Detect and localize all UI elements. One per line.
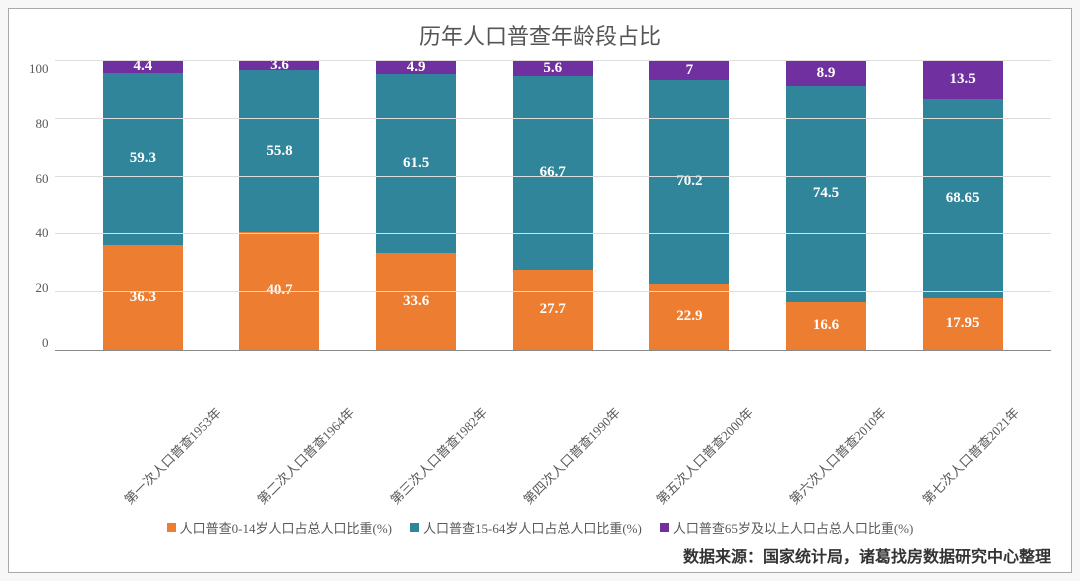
- bar-value-label: 7: [686, 62, 694, 79]
- bar-segment-age_15_64: 59.3: [103, 73, 183, 245]
- bar-segment-age_15_64: 70.2: [649, 80, 729, 284]
- bar-value-label: 8.9: [817, 65, 836, 82]
- plot-area: 4.459.336.33.655.840.74.961.533.65.666.7…: [55, 61, 1052, 351]
- bar-value-label: 55.8: [266, 143, 292, 160]
- bar-segment-age_0_14: 17.95: [923, 298, 1003, 350]
- bar-group: 4.459.336.3: [103, 60, 183, 350]
- bar-segment-age_15_64: 68.65: [923, 99, 1003, 298]
- x-axis-labels: 第一次人口普查1953年第二次人口普查1964年第三次人口普查1982年第四次人…: [29, 378, 1051, 508]
- bar-value-label: 68.65: [946, 190, 980, 207]
- y-tick: 100: [29, 61, 49, 77]
- bar-value-label: 13.5: [950, 71, 976, 88]
- bar-segment-age_0_14: 27.7: [513, 270, 593, 350]
- grid-line: [55, 233, 1052, 234]
- grid-line: [55, 291, 1052, 292]
- bar-value-label: 33.6: [403, 293, 429, 310]
- grid-line: [55, 118, 1052, 119]
- bar-group: 770.2 22.9: [649, 60, 729, 350]
- bar-group: 3.655.840.7: [239, 60, 319, 350]
- bar-segment-age_0_14: 16.6: [786, 302, 866, 350]
- bar-value-label: 17.95: [946, 315, 980, 332]
- y-tick: 0: [42, 335, 49, 351]
- bar-group: 8.9 74.5 16.6: [786, 60, 866, 350]
- bar-value-label: 4.9: [407, 59, 426, 76]
- bar-value-label: 59.3: [130, 150, 156, 167]
- bar-segment-age_15_64: 66.7: [513, 76, 593, 269]
- bar-value-label: 74.5: [813, 185, 839, 202]
- bar-value-label: 66.7: [540, 164, 566, 181]
- grid-line: [55, 176, 1052, 177]
- bar-segment-age_15_64: 55.8: [239, 70, 319, 232]
- y-tick: 40: [36, 225, 49, 241]
- bar-value-label: 22.9: [676, 308, 702, 325]
- bar-value-label: 16.6: [813, 317, 839, 334]
- y-tick: 20: [36, 280, 49, 296]
- bar-segment-age_15_64: 61.5: [376, 74, 456, 252]
- bar-segment-age_0_14: 33.6: [376, 253, 456, 350]
- y-tick: 60: [36, 171, 49, 187]
- grid-line: [55, 60, 1052, 61]
- bar-segment-age_0_14: 36.3: [103, 245, 183, 350]
- chart-title: 历年人口普查年龄段占比: [29, 19, 1051, 51]
- bar-group: 13.5 68.65 17.95: [923, 60, 1003, 350]
- bar-value-label: 61.5: [403, 155, 429, 172]
- bar-group: 5.6 66.7 27.7: [513, 60, 593, 350]
- bar-segment-age_0_14: 22.9: [649, 284, 729, 350]
- bar-group: 4.9 61.5 33.6: [376, 60, 456, 350]
- bar-value-label: 5.6: [543, 60, 562, 77]
- bar-value-label: 27.7: [540, 301, 566, 318]
- y-axis: 100 80 60 40 20 0: [29, 61, 55, 351]
- y-tick: 80: [36, 116, 49, 132]
